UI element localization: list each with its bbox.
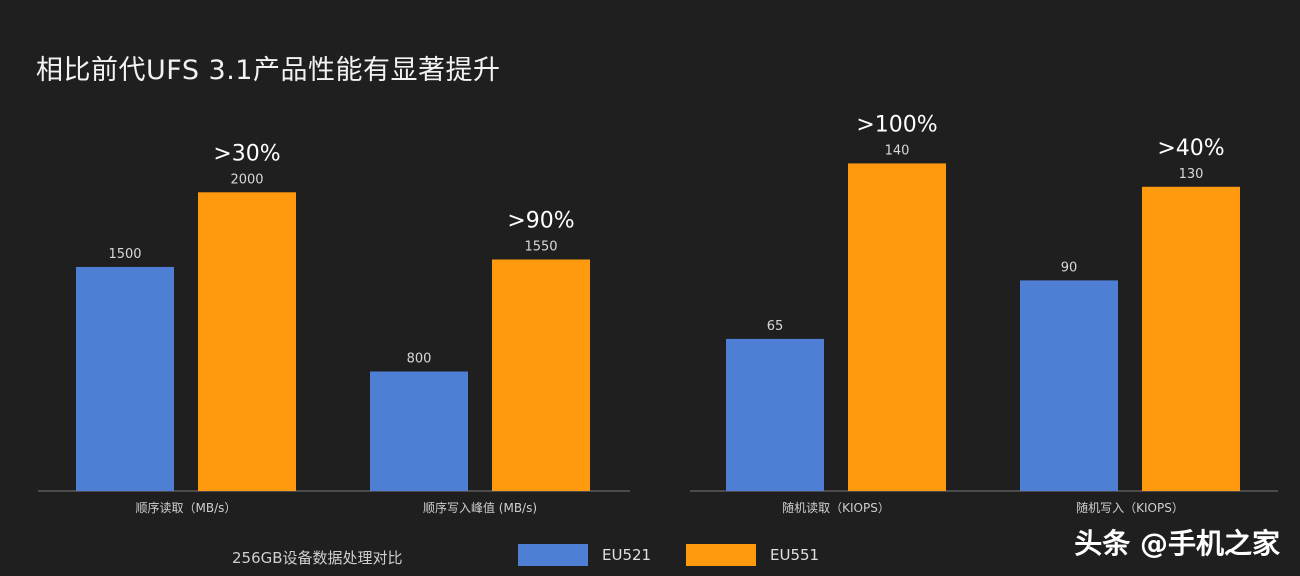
page-title: 相比前代UFS 3.1产品性能有显著提升 bbox=[36, 55, 501, 86]
bar-eu521 bbox=[726, 338, 824, 491]
data-label: 1550 bbox=[524, 239, 557, 254]
bar-eu521 bbox=[1020, 280, 1118, 491]
data-label: 2000 bbox=[230, 172, 263, 187]
category-label: 随机写入（KIOPS） bbox=[1076, 500, 1184, 515]
bar-eu551 bbox=[848, 163, 946, 491]
growth-annotation: >100% bbox=[856, 112, 937, 137]
legend-item-eu521: EU521 bbox=[518, 544, 651, 566]
legend-label-eu551: EU551 bbox=[770, 546, 820, 564]
category-label: 顺序写入峰值 (MB/s) bbox=[423, 500, 537, 515]
bar-eu521 bbox=[370, 371, 468, 491]
category-label: 随机读取（KIOPS） bbox=[782, 500, 890, 515]
growth-annotation: >90% bbox=[507, 208, 574, 233]
legend-swatch-eu521 bbox=[518, 544, 588, 566]
data-label: 65 bbox=[767, 319, 784, 334]
bar-eu551 bbox=[198, 192, 296, 491]
bar-eu551 bbox=[492, 259, 590, 491]
growth-annotation: >40% bbox=[1157, 136, 1224, 161]
legend-label-eu521: EU521 bbox=[602, 546, 652, 564]
data-label: 1500 bbox=[108, 247, 141, 262]
data-label: 800 bbox=[407, 352, 432, 367]
data-label: 90 bbox=[1061, 260, 1078, 275]
comparison-note: 256GB设备数据处理对比 bbox=[232, 549, 403, 567]
growth-annotation: >30% bbox=[213, 141, 280, 166]
bar-eu551 bbox=[1142, 186, 1240, 492]
data-label: 130 bbox=[1179, 167, 1204, 182]
bar-eu521 bbox=[76, 266, 174, 491]
data-label: 140 bbox=[885, 143, 910, 158]
watermark: 头条 @手机之家 bbox=[1074, 527, 1280, 560]
legend-swatch-eu551 bbox=[686, 544, 756, 566]
category-label: 顺序读取（MB/s） bbox=[136, 500, 237, 515]
legend-item-eu551: EU551 bbox=[686, 544, 819, 566]
